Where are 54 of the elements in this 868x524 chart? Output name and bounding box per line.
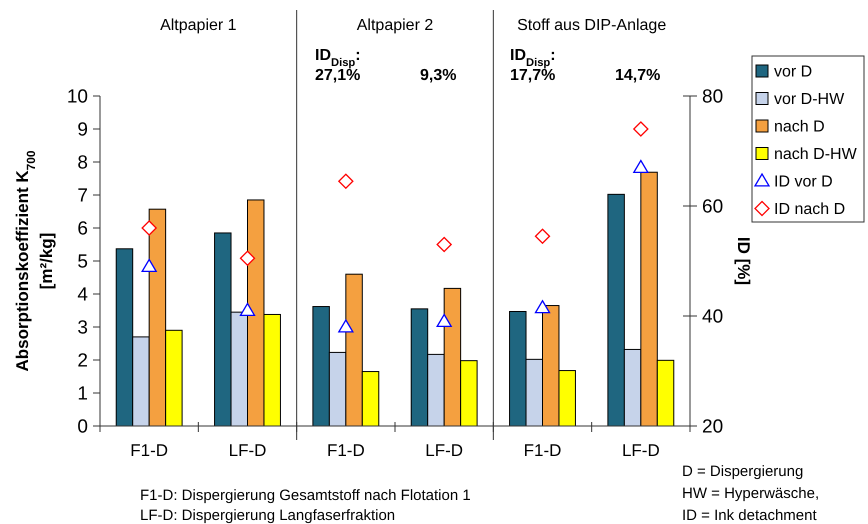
legend-label: nach D-HW — [774, 146, 858, 164]
x-tick-label: LF-D — [425, 441, 464, 460]
text: ID$_{Disp}$: — [315, 47, 361, 69]
point — [633, 160, 648, 174]
point — [240, 302, 256, 316]
text: ID$_{Disp}$: — [510, 47, 556, 69]
y-tick-label: 1 — [77, 384, 88, 405]
point — [436, 236, 452, 252]
point — [534, 228, 550, 244]
legend-label: ID vor D — [774, 174, 833, 191]
point — [633, 121, 648, 137]
x-tick-label: LF-D — [228, 441, 266, 460]
text: F1-D: Dispergierung Gesamtstoff nach Flotation 1 — [140, 487, 471, 504]
x-tick-label: LF-D — [622, 441, 660, 460]
x-tick-label: F1-D — [130, 441, 168, 460]
y-tick-label: 7 — [77, 186, 88, 207]
text: LF-D: Dispergierung Langfaserfraktion — [140, 507, 396, 524]
y-tick-label: 0 — [77, 416, 88, 438]
point — [142, 258, 157, 272]
text: Altpapier 1 — [160, 17, 237, 34]
text: 27,1% — [315, 67, 360, 84]
y-tick-label: 4 — [77, 284, 88, 306]
text: 17,7% — [510, 67, 556, 84]
y-tick-label: 10 — [66, 86, 88, 108]
text: Altpapier 2 — [356, 17, 434, 34]
point — [436, 314, 452, 328]
y2-tick-label: 80 — [702, 86, 724, 108]
x-tick-label: F1-D — [524, 441, 562, 460]
point — [338, 174, 354, 189]
text: HW = Hyperwäsche, — [682, 485, 820, 502]
y-tick-label: 8 — [77, 152, 88, 174]
text: Stoff aus DIP-Anlage — [517, 17, 666, 34]
point — [534, 300, 550, 314]
x-tick-label: F1-D — [326, 441, 365, 460]
y-tick-label: 6 — [77, 218, 88, 240]
y-tick-label: 2 — [77, 350, 88, 372]
y-tick-label: 9 — [77, 120, 88, 141]
y-tick-label: 5 — [77, 252, 88, 273]
y2-axis-title: ID [%] — [734, 236, 753, 286]
text: ID = Ink detachment — [682, 507, 818, 524]
point — [142, 220, 157, 236]
point — [240, 250, 256, 266]
text: 14,7% — [615, 67, 660, 84]
text: D = Dispergierung — [682, 463, 804, 480]
y2-tick-label: 60 — [702, 196, 724, 218]
legend-label: ID nach D — [774, 201, 846, 218]
text: 9,3% — [420, 67, 456, 84]
y-tick-label: 3 — [77, 318, 88, 339]
y2-tick-label: 20 — [702, 416, 724, 438]
legend-label: vor D-HW — [774, 91, 846, 108]
point — [338, 319, 354, 333]
y2-tick-label: 40 — [702, 306, 724, 328]
legend-label: vor D — [774, 64, 812, 81]
legend-label: nach D — [774, 118, 825, 136]
